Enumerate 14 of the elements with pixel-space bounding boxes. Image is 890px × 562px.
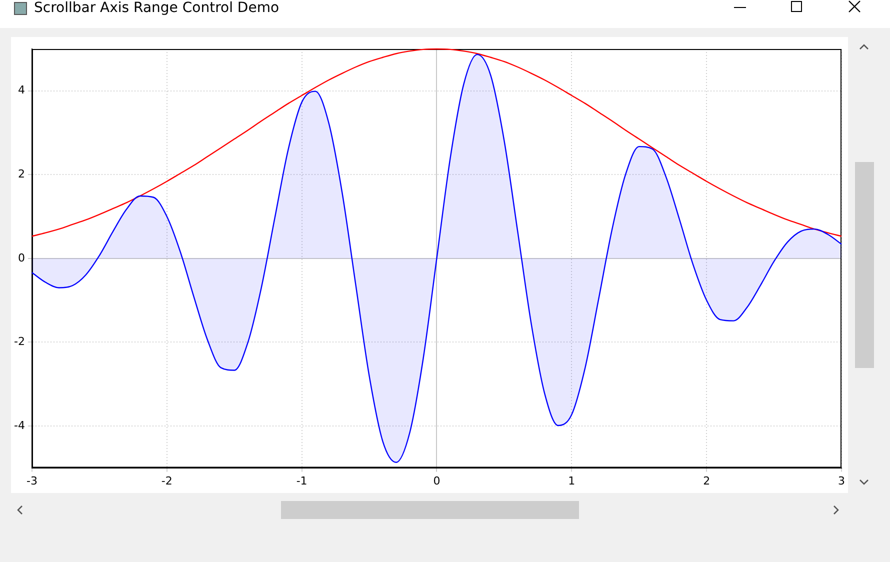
y-tick-label: 2 xyxy=(18,168,25,180)
y-tick-label: -2 xyxy=(14,335,25,348)
x-tick-label: -3 xyxy=(26,474,38,488)
chart-title: Scrollbar Axis Range Control Demo xyxy=(34,0,280,16)
x-tick-label: 3 xyxy=(838,474,845,488)
x-tick-label: -2 xyxy=(161,474,172,488)
y-tick-label: -4 xyxy=(14,418,25,432)
line-series xyxy=(31,48,842,237)
x-tick-label: 2 xyxy=(703,474,710,488)
x-tick-label: -1 xyxy=(296,474,308,488)
x-tick-label: 0 xyxy=(433,474,440,488)
y-tick-label: 4 xyxy=(18,84,25,97)
x-tick-label: 1 xyxy=(568,474,576,488)
y-tick-label: 0 xyxy=(18,251,25,264)
